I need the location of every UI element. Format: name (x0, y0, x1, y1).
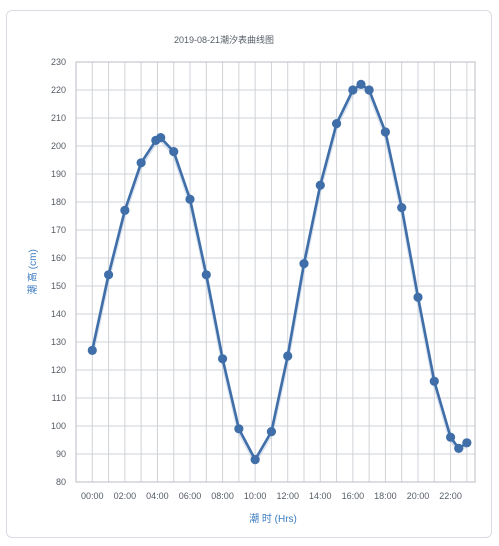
data-point[interactable] (397, 203, 407, 213)
y-tick-label: 170 (51, 225, 66, 235)
data-point[interactable] (429, 376, 439, 386)
data-point[interactable] (364, 85, 374, 95)
y-tick-label: 220 (51, 85, 66, 95)
x-tick-label: 12:00 (276, 491, 299, 501)
data-point[interactable] (266, 427, 277, 437)
x-tick-label: 10:00 (244, 491, 267, 501)
y-tick-label: 110 (52, 393, 66, 403)
data-point[interactable] (413, 292, 423, 302)
data-point[interactable] (217, 354, 228, 364)
x-tick-label: 18:00 (374, 491, 397, 501)
plot-frame (75, 61, 476, 483)
data-point[interactable] (283, 351, 293, 361)
data-point[interactable] (169, 147, 179, 157)
data-point[interactable] (462, 438, 472, 448)
data-point[interactable] (454, 443, 464, 453)
y-tick-label: 210 (51, 113, 66, 123)
data-point[interactable] (331, 119, 342, 129)
data-point[interactable] (315, 180, 325, 190)
y-tick-label: 190 (51, 169, 66, 179)
x-axis-ticks: 00:00 02:00 04:00 06:00 08:00 10:00 12:00 14:00… (81, 491, 462, 501)
x-tick-label: 06:00 (179, 491, 202, 501)
series-shadow (90, 84, 468, 464)
x-tick-label: 08:00 (211, 491, 234, 501)
x-tick-label: 00:00 (81, 491, 104, 501)
y-tick-label: 130 (51, 337, 66, 347)
data-point[interactable] (136, 158, 146, 168)
x-axis-title: 潮 时 (Hrs) (249, 512, 297, 525)
y-tick-label: 160 (51, 253, 66, 263)
y-tick-label: 90 (56, 449, 66, 459)
data-point[interactable] (185, 194, 195, 204)
series-layer (87, 79, 472, 465)
y-axis-ticks: 80 90 100 110 120 130 140 150 160 170 180 190 200 210… (51, 57, 66, 487)
data-point[interactable] (156, 133, 166, 143)
x-tick-label: 14:00 (309, 491, 332, 501)
x-tick-label: 16:00 (342, 491, 365, 501)
data-point[interactable] (299, 259, 309, 269)
data-point[interactable] (250, 455, 260, 465)
y-tick-label: 150 (51, 281, 66, 291)
data-point[interactable] (201, 270, 211, 280)
data-point[interactable] (120, 205, 130, 215)
x-tick-label: 04:00 (146, 491, 169, 501)
data-point[interactable] (348, 85, 358, 95)
y-tick-label: 80 (56, 477, 66, 487)
x-tick-label: 02:00 (114, 491, 137, 501)
y-tick-label: 180 (51, 197, 66, 207)
y-tick-label: 230 (51, 57, 66, 67)
y-tick-label: 100 (51, 421, 66, 431)
data-point[interactable] (87, 345, 97, 355)
x-tick-label: 22:00 (439, 491, 462, 501)
chart-title: 2019-08-21潮汐表曲线图 (174, 34, 274, 45)
y-tick-label: 140 (51, 309, 66, 319)
data-point[interactable] (234, 424, 244, 434)
y-axis-title: 潮 高 (cm) (26, 249, 39, 295)
data-point[interactable] (103, 270, 114, 280)
y-tick-label: 120 (51, 365, 66, 375)
data-point[interactable] (380, 127, 391, 137)
x-tick-label: 20:00 (407, 491, 430, 501)
data-point[interactable] (445, 432, 456, 442)
data-point[interactable] (356, 79, 366, 89)
y-tick-label: 200 (51, 141, 66, 151)
